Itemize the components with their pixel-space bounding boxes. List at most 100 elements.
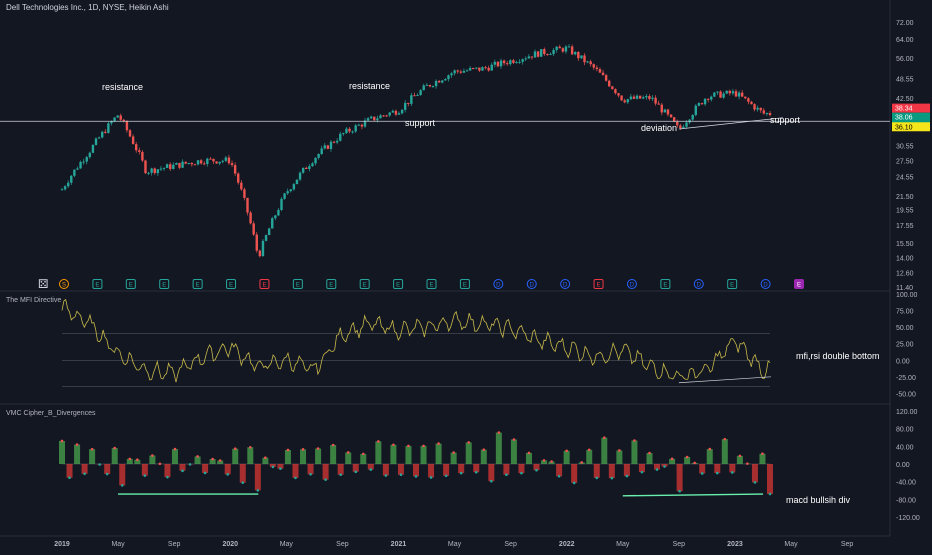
candle-body bbox=[61, 189, 63, 190]
candle-body bbox=[744, 97, 746, 99]
mfi-pane-title: The MFI Directive bbox=[6, 297, 61, 304]
cipher-green-bar bbox=[74, 445, 80, 464]
candle-body bbox=[302, 168, 304, 173]
cipher-dot bbox=[633, 439, 636, 442]
price-axis-tick: 14.00 bbox=[896, 255, 914, 262]
cipher-green-bar bbox=[496, 433, 502, 464]
candle-body bbox=[222, 161, 224, 162]
cipher-red-bar bbox=[677, 464, 683, 491]
candle-body bbox=[633, 97, 635, 99]
cipher-green-bar bbox=[646, 453, 652, 464]
cipher-green-bar bbox=[405, 446, 411, 464]
cipher-dot bbox=[746, 462, 749, 465]
candle-body bbox=[389, 113, 391, 116]
candle-body bbox=[209, 159, 211, 160]
cipher-dot bbox=[724, 438, 727, 441]
mfi-axis-tick: -50.00 bbox=[896, 391, 916, 398]
candle-body bbox=[262, 241, 264, 256]
candle-body bbox=[469, 68, 471, 70]
candle-body bbox=[401, 110, 403, 113]
cipher-green-bar bbox=[112, 448, 118, 464]
price-axis-tick: 24.55 bbox=[896, 175, 914, 182]
candle-body bbox=[373, 117, 375, 121]
candle-body bbox=[314, 158, 316, 164]
cipher-red-bar bbox=[413, 464, 419, 476]
candle-body bbox=[407, 103, 409, 104]
price-axis-tick: 27.50 bbox=[896, 158, 914, 165]
cipher-dot bbox=[603, 436, 606, 439]
event-marker-label: D bbox=[496, 283, 501, 289]
candle-body bbox=[540, 49, 542, 57]
cipher-dot bbox=[513, 438, 516, 441]
candle-body bbox=[86, 157, 88, 161]
event-marker-label: E bbox=[196, 283, 200, 289]
cipher-pane-title: VMC Cipher_B_Divergences bbox=[6, 410, 95, 417]
candle-body bbox=[713, 93, 715, 97]
candle-body bbox=[525, 58, 527, 59]
cipher-axis-tick: 80.00 bbox=[896, 427, 914, 434]
candle-body bbox=[546, 54, 548, 55]
event-marker-label: E bbox=[730, 283, 734, 289]
price-badge-label: 38.06 bbox=[895, 115, 913, 122]
candle-body bbox=[120, 115, 122, 119]
cipher-red-bar bbox=[398, 464, 404, 475]
annotation-resistance-2: resistance bbox=[349, 81, 390, 91]
cipher-dot bbox=[671, 458, 674, 461]
cipher-green-bar bbox=[436, 444, 442, 464]
cipher-dot bbox=[339, 473, 342, 476]
cipher-dot bbox=[362, 453, 365, 456]
cipher-green-bar bbox=[466, 442, 472, 464]
candle-body bbox=[64, 186, 66, 189]
event-marker-label: E bbox=[229, 283, 233, 289]
candle-body bbox=[549, 54, 551, 55]
candle-body bbox=[661, 105, 663, 113]
cipher-dot bbox=[174, 448, 177, 451]
candle-body bbox=[175, 163, 177, 165]
candle-body bbox=[664, 110, 666, 113]
candle-body bbox=[98, 137, 100, 138]
candle-body bbox=[506, 63, 508, 64]
cipher-dot bbox=[377, 440, 380, 443]
cipher-dot bbox=[181, 470, 184, 473]
candle-body bbox=[172, 165, 174, 169]
candle-body bbox=[327, 145, 329, 149]
candle-body bbox=[559, 47, 561, 48]
cipher-red-bar bbox=[571, 464, 577, 483]
mfi-axis-tick: 25.00 bbox=[896, 342, 914, 349]
candle-body bbox=[729, 91, 731, 94]
cipher-axis-tick: -40.00 bbox=[896, 480, 916, 487]
candle-body bbox=[679, 125, 681, 128]
candle-body bbox=[701, 103, 703, 104]
cipher-dot bbox=[370, 468, 373, 471]
cipher-dot bbox=[272, 466, 275, 469]
cipher-green-bar bbox=[89, 449, 95, 464]
cipher-dot bbox=[498, 431, 501, 434]
candle-body bbox=[426, 85, 428, 86]
cipher-dot bbox=[769, 493, 772, 496]
cipher-green-bar bbox=[616, 450, 622, 464]
mfi-axis-tick: 100.00 bbox=[896, 292, 918, 299]
candle-body bbox=[602, 73, 604, 75]
cipher-dot bbox=[106, 473, 109, 476]
cipher-dot bbox=[407, 445, 410, 448]
candle-body bbox=[231, 163, 233, 165]
candle-body bbox=[163, 168, 165, 169]
candle-body bbox=[317, 154, 319, 158]
candle-body bbox=[627, 99, 629, 102]
price-axis-tick: 30.55 bbox=[896, 143, 914, 150]
candle-body bbox=[419, 90, 421, 95]
cipher-dot bbox=[543, 459, 546, 462]
event-marker-label: E bbox=[396, 283, 400, 289]
cipher-red-bar bbox=[119, 464, 125, 485]
event-marker-label: S bbox=[62, 283, 66, 289]
cipher-dot bbox=[611, 477, 614, 480]
cipher-red-bar bbox=[443, 464, 449, 476]
candle-body bbox=[586, 61, 588, 62]
cipher-dot bbox=[716, 472, 719, 475]
candle-body bbox=[657, 104, 659, 105]
candle-body bbox=[206, 159, 208, 164]
cipher-dot bbox=[317, 447, 320, 450]
cipher-dot bbox=[159, 462, 162, 465]
candle-body bbox=[543, 49, 545, 54]
